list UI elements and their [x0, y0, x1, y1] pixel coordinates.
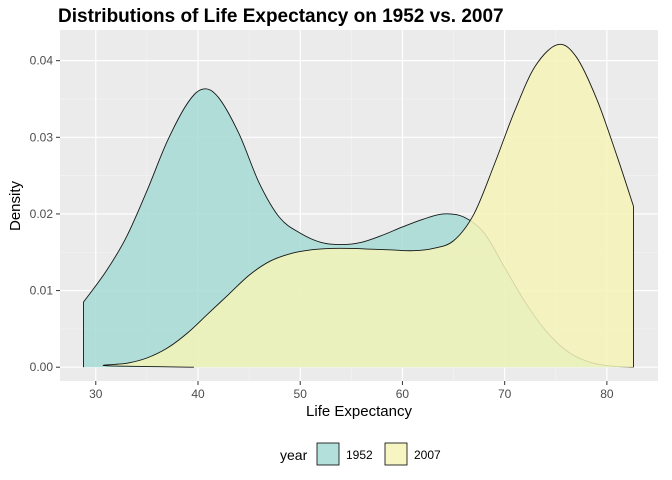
y-tick-label: 0.00 — [30, 360, 54, 374]
chart-title: Distributions of Life Expectancy on 1952… — [58, 6, 504, 27]
x-tick-label: 40 — [191, 387, 205, 401]
x-tick-label: 30 — [89, 387, 103, 401]
x-axis-title: Life Expectancy — [306, 403, 412, 420]
legend: year 1952 2007 — [280, 442, 441, 466]
density-area-2007 — [103, 44, 634, 368]
y-tick-label: 0.03 — [30, 130, 54, 144]
y-tick-label: 0.01 — [30, 284, 54, 298]
x-tick-label: 80 — [600, 387, 614, 401]
legend-label-2007: 2007 — [414, 448, 441, 462]
x-axis-ticks: 30 40 50 60 70 80 — [89, 381, 614, 401]
legend-key-1952 — [316, 442, 340, 466]
y-axis-title: Density — [7, 180, 24, 231]
y-axis-ticks: 0.00 0.01 0.02 0.03 0.04 — [30, 54, 60, 374]
legend-key-2007 — [384, 442, 408, 466]
x-tick-label: 60 — [396, 387, 410, 401]
density-series-layer — [83, 43, 634, 368]
legend-title: year — [280, 447, 308, 463]
x-tick-label: 50 — [294, 387, 308, 401]
density-outline-2007 — [102, 43, 634, 368]
y-tick-label: 0.04 — [30, 54, 54, 68]
legend-label-1952: 1952 — [346, 448, 373, 462]
x-tick-label: 70 — [498, 387, 512, 401]
y-tick-label: 0.02 — [30, 207, 54, 221]
